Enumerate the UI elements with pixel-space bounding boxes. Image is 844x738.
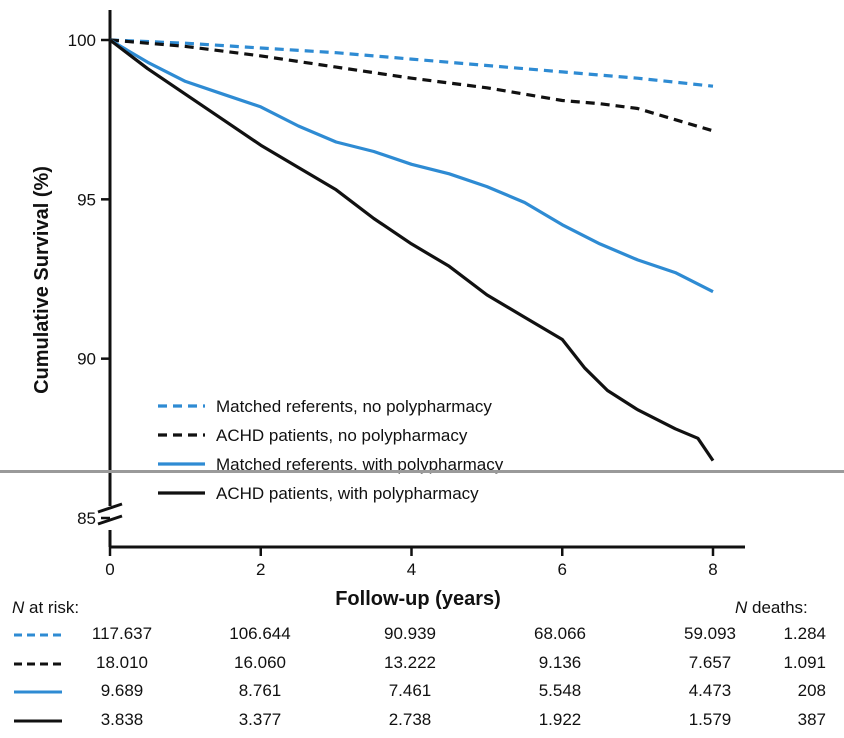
series-line-1 xyxy=(109,38,714,88)
legend-label-3: Matched referents, with polypharmacy xyxy=(216,455,504,474)
legend-label-4: ACHD patients, with polypharmacy xyxy=(216,484,479,503)
axis-break-mark xyxy=(97,502,123,514)
y-tick-label: 90 xyxy=(77,350,96,369)
axis-break-mark xyxy=(97,514,123,526)
y-tick-label: 100 xyxy=(68,31,96,50)
y-axis-title: Cumulative Survival (%) xyxy=(31,166,53,394)
x-axis-title: Follow-up (years) xyxy=(335,588,501,610)
x-tick-label: 6 xyxy=(558,560,567,579)
legend-label-2: ACHD patients, no polypharmacy xyxy=(216,426,468,445)
separator-line xyxy=(0,470,844,473)
x-tick-label: 0 xyxy=(105,560,114,579)
y-tick-label: 95 xyxy=(77,190,96,209)
legend-label-1: Matched referents, no polypharmacy xyxy=(216,397,492,416)
y-tick-label: 85 xyxy=(77,509,96,528)
series-line-4 xyxy=(109,38,715,462)
x-tick-label: 8 xyxy=(708,560,717,579)
series-line-2 xyxy=(109,38,714,133)
series-line-3 xyxy=(109,38,714,294)
x-tick-label: 2 xyxy=(256,560,265,579)
x-tick-label: 4 xyxy=(407,560,416,579)
